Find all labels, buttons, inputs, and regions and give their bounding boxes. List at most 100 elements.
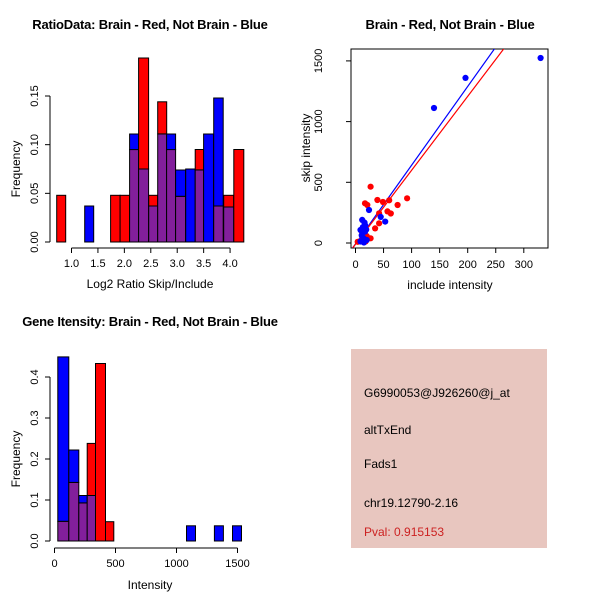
- x-tick-label: 100: [402, 259, 420, 271]
- plot-box: [350, 48, 549, 249]
- hist-bar-segment-purple: [157, 133, 168, 243]
- gene-name-text: Fads1: [364, 457, 398, 471]
- location-text: chr19.12790-2.16: [364, 496, 459, 510]
- x-tick-label: 1.0: [64, 258, 79, 270]
- scatter-point-blue: [361, 219, 368, 226]
- hist-bar-segment-purple: [194, 169, 205, 243]
- y-tick-label: 0: [313, 240, 325, 246]
- x-tick-label: 1500: [225, 558, 249, 570]
- ratio-hist-ylabel: Frequency: [9, 140, 23, 198]
- fit-line-blue: [352, 49, 496, 248]
- hist-bar-segment-purple: [223, 206, 235, 243]
- hist-bar-segment-blue: [175, 169, 187, 197]
- x-tick-label: 3.5: [196, 258, 211, 270]
- x-tick-label: 500: [106, 558, 124, 570]
- gene-hist-xlabel: Intensity: [127, 578, 173, 592]
- hist-bar-segment-red: [110, 194, 121, 243]
- y-tick-label: 0.15: [29, 85, 41, 106]
- x-tick-label: 2.5: [143, 258, 158, 270]
- scatter-point-red: [376, 220, 383, 227]
- ratio_hist-group: 1.0 1.5 2.0 2.5 3.0 3.5 4.0 0.00 0.05 0.10 0.15: [29, 57, 245, 270]
- hist-bar-segment-blue: [129, 133, 140, 151]
- hist-bar-segment-red: [56, 194, 67, 243]
- x-tick-label: 50: [377, 259, 389, 271]
- gene-info-panel: G6990053@J926260@j_at altTxEnd Fads1 chr…: [351, 349, 547, 548]
- hist-bar-segment-blue: [68, 449, 80, 483]
- hist-bar-segment-purple: [57, 520, 70, 542]
- scatter-point-red: [367, 183, 374, 190]
- y-tick-label: 0.05: [29, 183, 41, 204]
- x-tick-label: 0: [352, 259, 358, 271]
- gene-hist-title: Gene Itensity: Brain - Red, Not Brain - …: [22, 314, 278, 329]
- hist-bar-segment-purple: [213, 205, 224, 243]
- hist-bar-segment-purple: [129, 149, 140, 243]
- y-tick-label: 0.4: [29, 369, 41, 384]
- hist-bar-segment-purple: [138, 168, 150, 243]
- scatter-point-red: [386, 197, 393, 204]
- hist-bar-segment-purple: [86, 495, 96, 542]
- hist-bar-segment-red: [223, 194, 235, 208]
- scatter-point-red: [379, 198, 387, 206]
- x-tick-label: 1000: [164, 558, 188, 570]
- y-tick-label: 0.3: [29, 410, 41, 425]
- fit-line-red: [352, 49, 505, 248]
- hist-bar-segment-purple: [148, 205, 159, 243]
- hist-bar-segment-blue: [203, 133, 215, 243]
- hist-bar-segment-purple: [68, 481, 80, 542]
- y-tick-label: 0.0: [29, 533, 41, 548]
- scatter-point-blue: [382, 218, 389, 225]
- gene-hist-ylabel: Frequency: [9, 430, 23, 488]
- y-tick-label: 0.00: [29, 231, 41, 252]
- scatter-point-blue: [462, 74, 469, 81]
- x-tick-label: 150: [430, 259, 448, 271]
- scatter-point-red: [387, 210, 394, 217]
- hist-bar-segment-blue: [166, 133, 177, 151]
- event-type-text: altTxEnd: [364, 423, 412, 437]
- hist-bar-segment-red: [105, 521, 115, 542]
- scatter-ylabel: skip intensity: [299, 113, 313, 183]
- x-tick-label: 200: [459, 259, 477, 271]
- hist-bar-segment-red: [233, 149, 245, 243]
- ratio-hist-xlabel: Log2 Ratio Skip/Include: [86, 277, 214, 291]
- hist-bar-segment-blue: [232, 525, 242, 542]
- x-tick-label: 0: [51, 558, 57, 570]
- scatter-point-red: [364, 201, 371, 209]
- scatter-point-red: [374, 196, 381, 204]
- x-tick-label: 1.5: [90, 258, 105, 270]
- x-tick-label: 250: [487, 259, 505, 271]
- hist-bar-segment-blue: [186, 525, 196, 542]
- ratio-hist-title: RatioData: Brain - Red, Not Brain - Blue: [32, 17, 268, 32]
- x-tick-label: 2.0: [117, 258, 132, 270]
- hist-bar-segment-blue: [213, 525, 224, 542]
- y-tick-label: 0.1: [29, 492, 41, 507]
- hist-bar-segment-red: [194, 149, 205, 171]
- scatter-point-blue: [537, 54, 544, 62]
- hist-bar-segment-blue: [213, 97, 224, 207]
- hist-bar-segment-red: [138, 57, 150, 170]
- probe-id-text: G6990053@J926260@j_at: [364, 386, 510, 400]
- scatter-point-blue: [430, 104, 438, 112]
- hist-bar-segment-red: [148, 194, 159, 207]
- x-tick-label: 3.0: [170, 258, 185, 270]
- scatter-point-blue: [363, 226, 370, 233]
- gene_hist-group: 0 500 1000 1500 0.0 0.1 0.2 0.3 0.4: [29, 356, 250, 570]
- hist-bar-segment-purple: [78, 502, 88, 542]
- hist-bar-segment-purple: [175, 195, 187, 243]
- y-tick-label: 1000: [313, 109, 325, 133]
- scatter-point-blue: [377, 213, 384, 220]
- y-tick-label: 500: [313, 173, 325, 191]
- x-tick-label: 4.0: [222, 258, 237, 270]
- scatter-group: 0 50 100 150 200 250 300 0 500 1000 1500: [313, 48, 549, 271]
- hist-bar-segment-red: [95, 363, 106, 542]
- hist-bar-segment-red: [86, 442, 96, 496]
- hist-bar-segment-red: [119, 194, 131, 243]
- y-tick-label: 0.10: [29, 134, 41, 155]
- y-tick-label: 0.2: [29, 451, 41, 466]
- x-tick-label: 300: [515, 259, 533, 271]
- scatter-point-red: [372, 225, 379, 232]
- scatter-point-blue: [360, 235, 367, 242]
- hist-bar-segment-red: [157, 101, 168, 135]
- hist-bar-segment-blue: [57, 356, 70, 522]
